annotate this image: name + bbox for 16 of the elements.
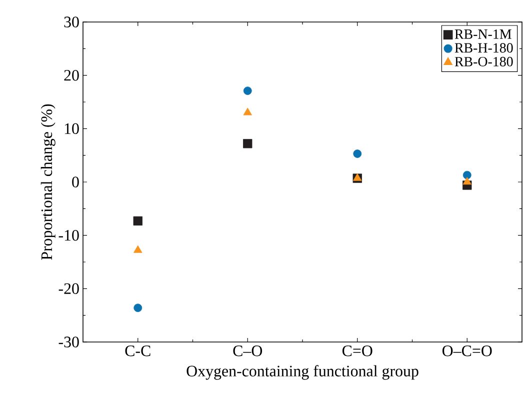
- y-tick-label: 10: [64, 123, 79, 134]
- y-tick-label: 30: [64, 16, 79, 28]
- y-tick-label: 20: [64, 70, 79, 81]
- y-tick-label: -20: [58, 283, 79, 294]
- x-tick-label: C-C: [125, 346, 150, 356]
- legend-label: RB-N-1M: [454, 29, 512, 39]
- y-tick-label: 0: [72, 176, 79, 188]
- legend-label: RB-H-180: [454, 43, 513, 53]
- x-tick-label: O–C=O: [442, 346, 492, 356]
- y-tick-label: -10: [58, 230, 79, 241]
- x-tick-label: C=O: [342, 346, 372, 356]
- y-tick-label: -30: [58, 336, 79, 348]
- legend-label: RB-O-180: [454, 56, 513, 66]
- x-tick-label: C–O: [233, 346, 262, 356]
- x-axis-title: Oxygen-containing functional group: [186, 365, 418, 380]
- y-axis-title: Proportional change (%): [40, 104, 56, 260]
